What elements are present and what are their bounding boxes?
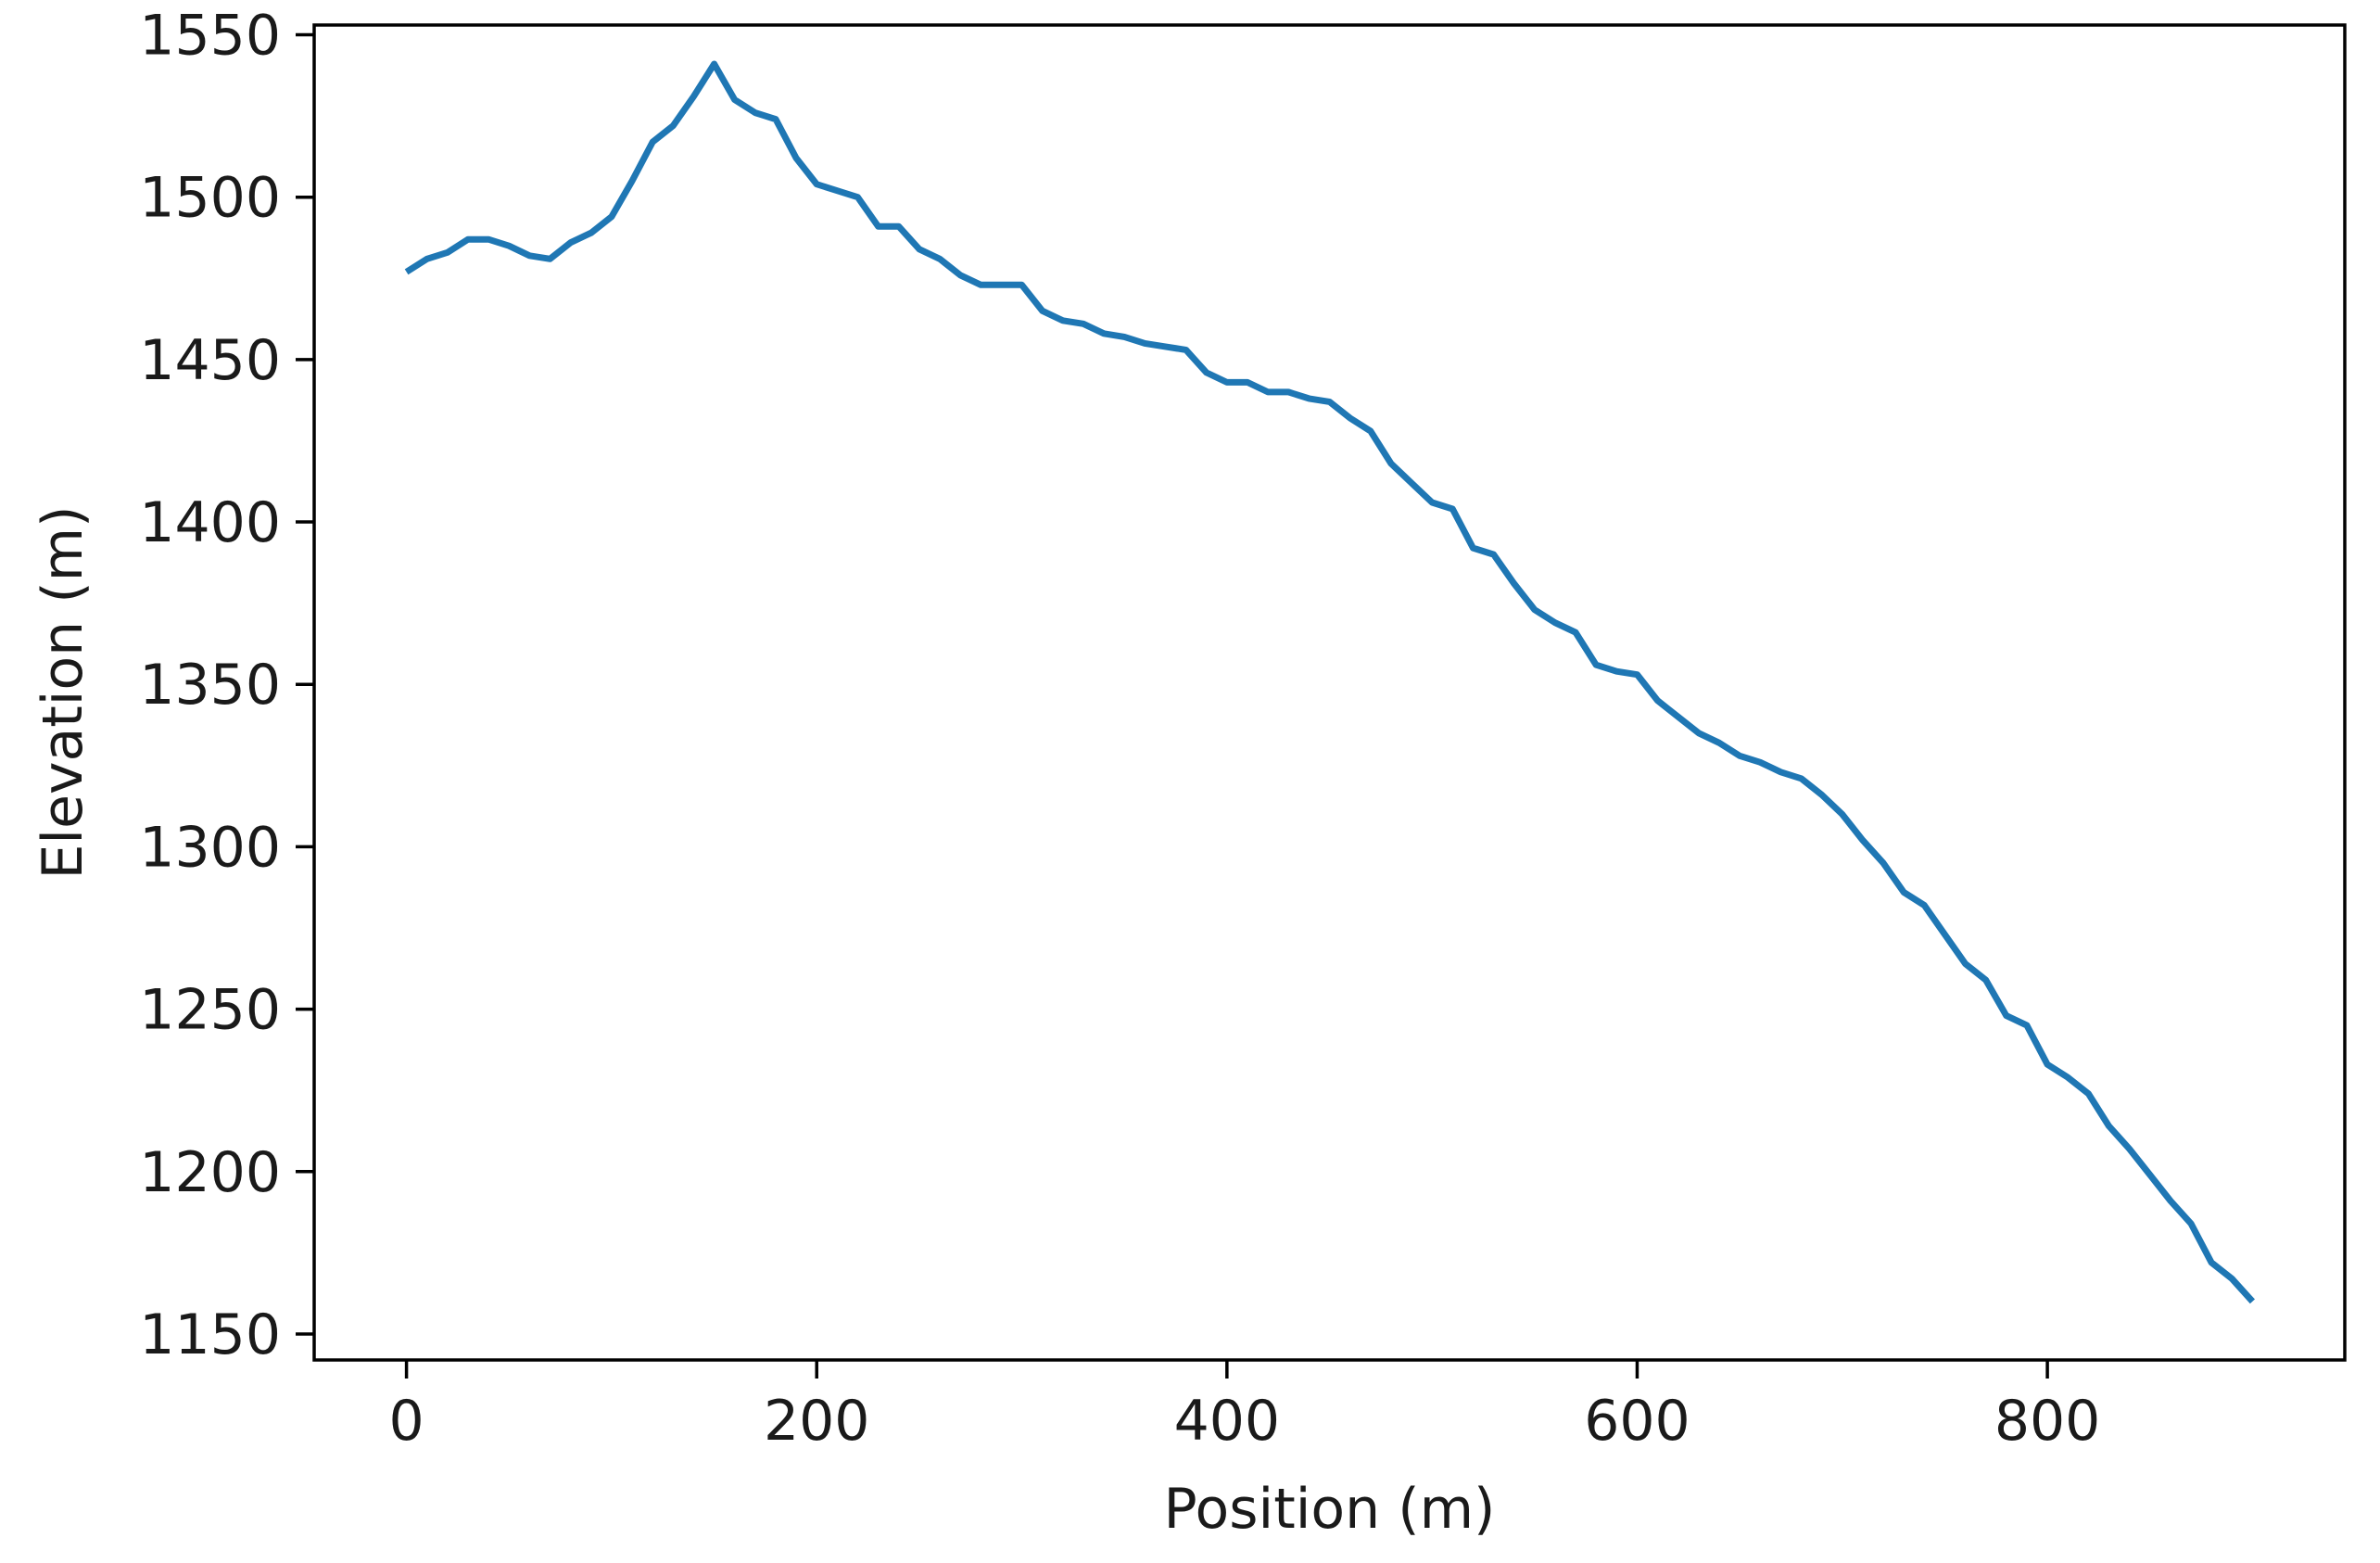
plot-frame — [312, 23, 2347, 1362]
x-tick-label: 400 — [1174, 1389, 1281, 1454]
x-tick-label: 600 — [1584, 1389, 1690, 1454]
axes: 0 200 400 600 800 1150 1200 1250 1300 1350 1400 145… — [139, 4, 2347, 1454]
y-axis-label: Elevation (m) — [31, 505, 95, 879]
x-tick-label: 200 — [764, 1389, 870, 1454]
y-tick-label: 1450 — [139, 328, 281, 393]
plot-area — [404, 60, 2255, 1304]
series-line — [404, 60, 2255, 1304]
y-tick-label: 1150 — [139, 1302, 281, 1367]
y-tick-label: 1300 — [139, 815, 281, 880]
y-tick-label: 1400 — [139, 490, 281, 555]
x-axis-label: Position (m) — [1164, 1477, 1496, 1542]
y-tick-label: 1550 — [139, 4, 281, 69]
x-tick-label: 800 — [1994, 1389, 2101, 1454]
y-tick-label: 1350 — [139, 653, 281, 718]
x-tick-label: 0 — [388, 1389, 424, 1454]
y-tick-label: 1250 — [139, 978, 281, 1043]
y-tick-label: 1500 — [139, 166, 281, 231]
y-tick-label: 1200 — [139, 1140, 281, 1205]
